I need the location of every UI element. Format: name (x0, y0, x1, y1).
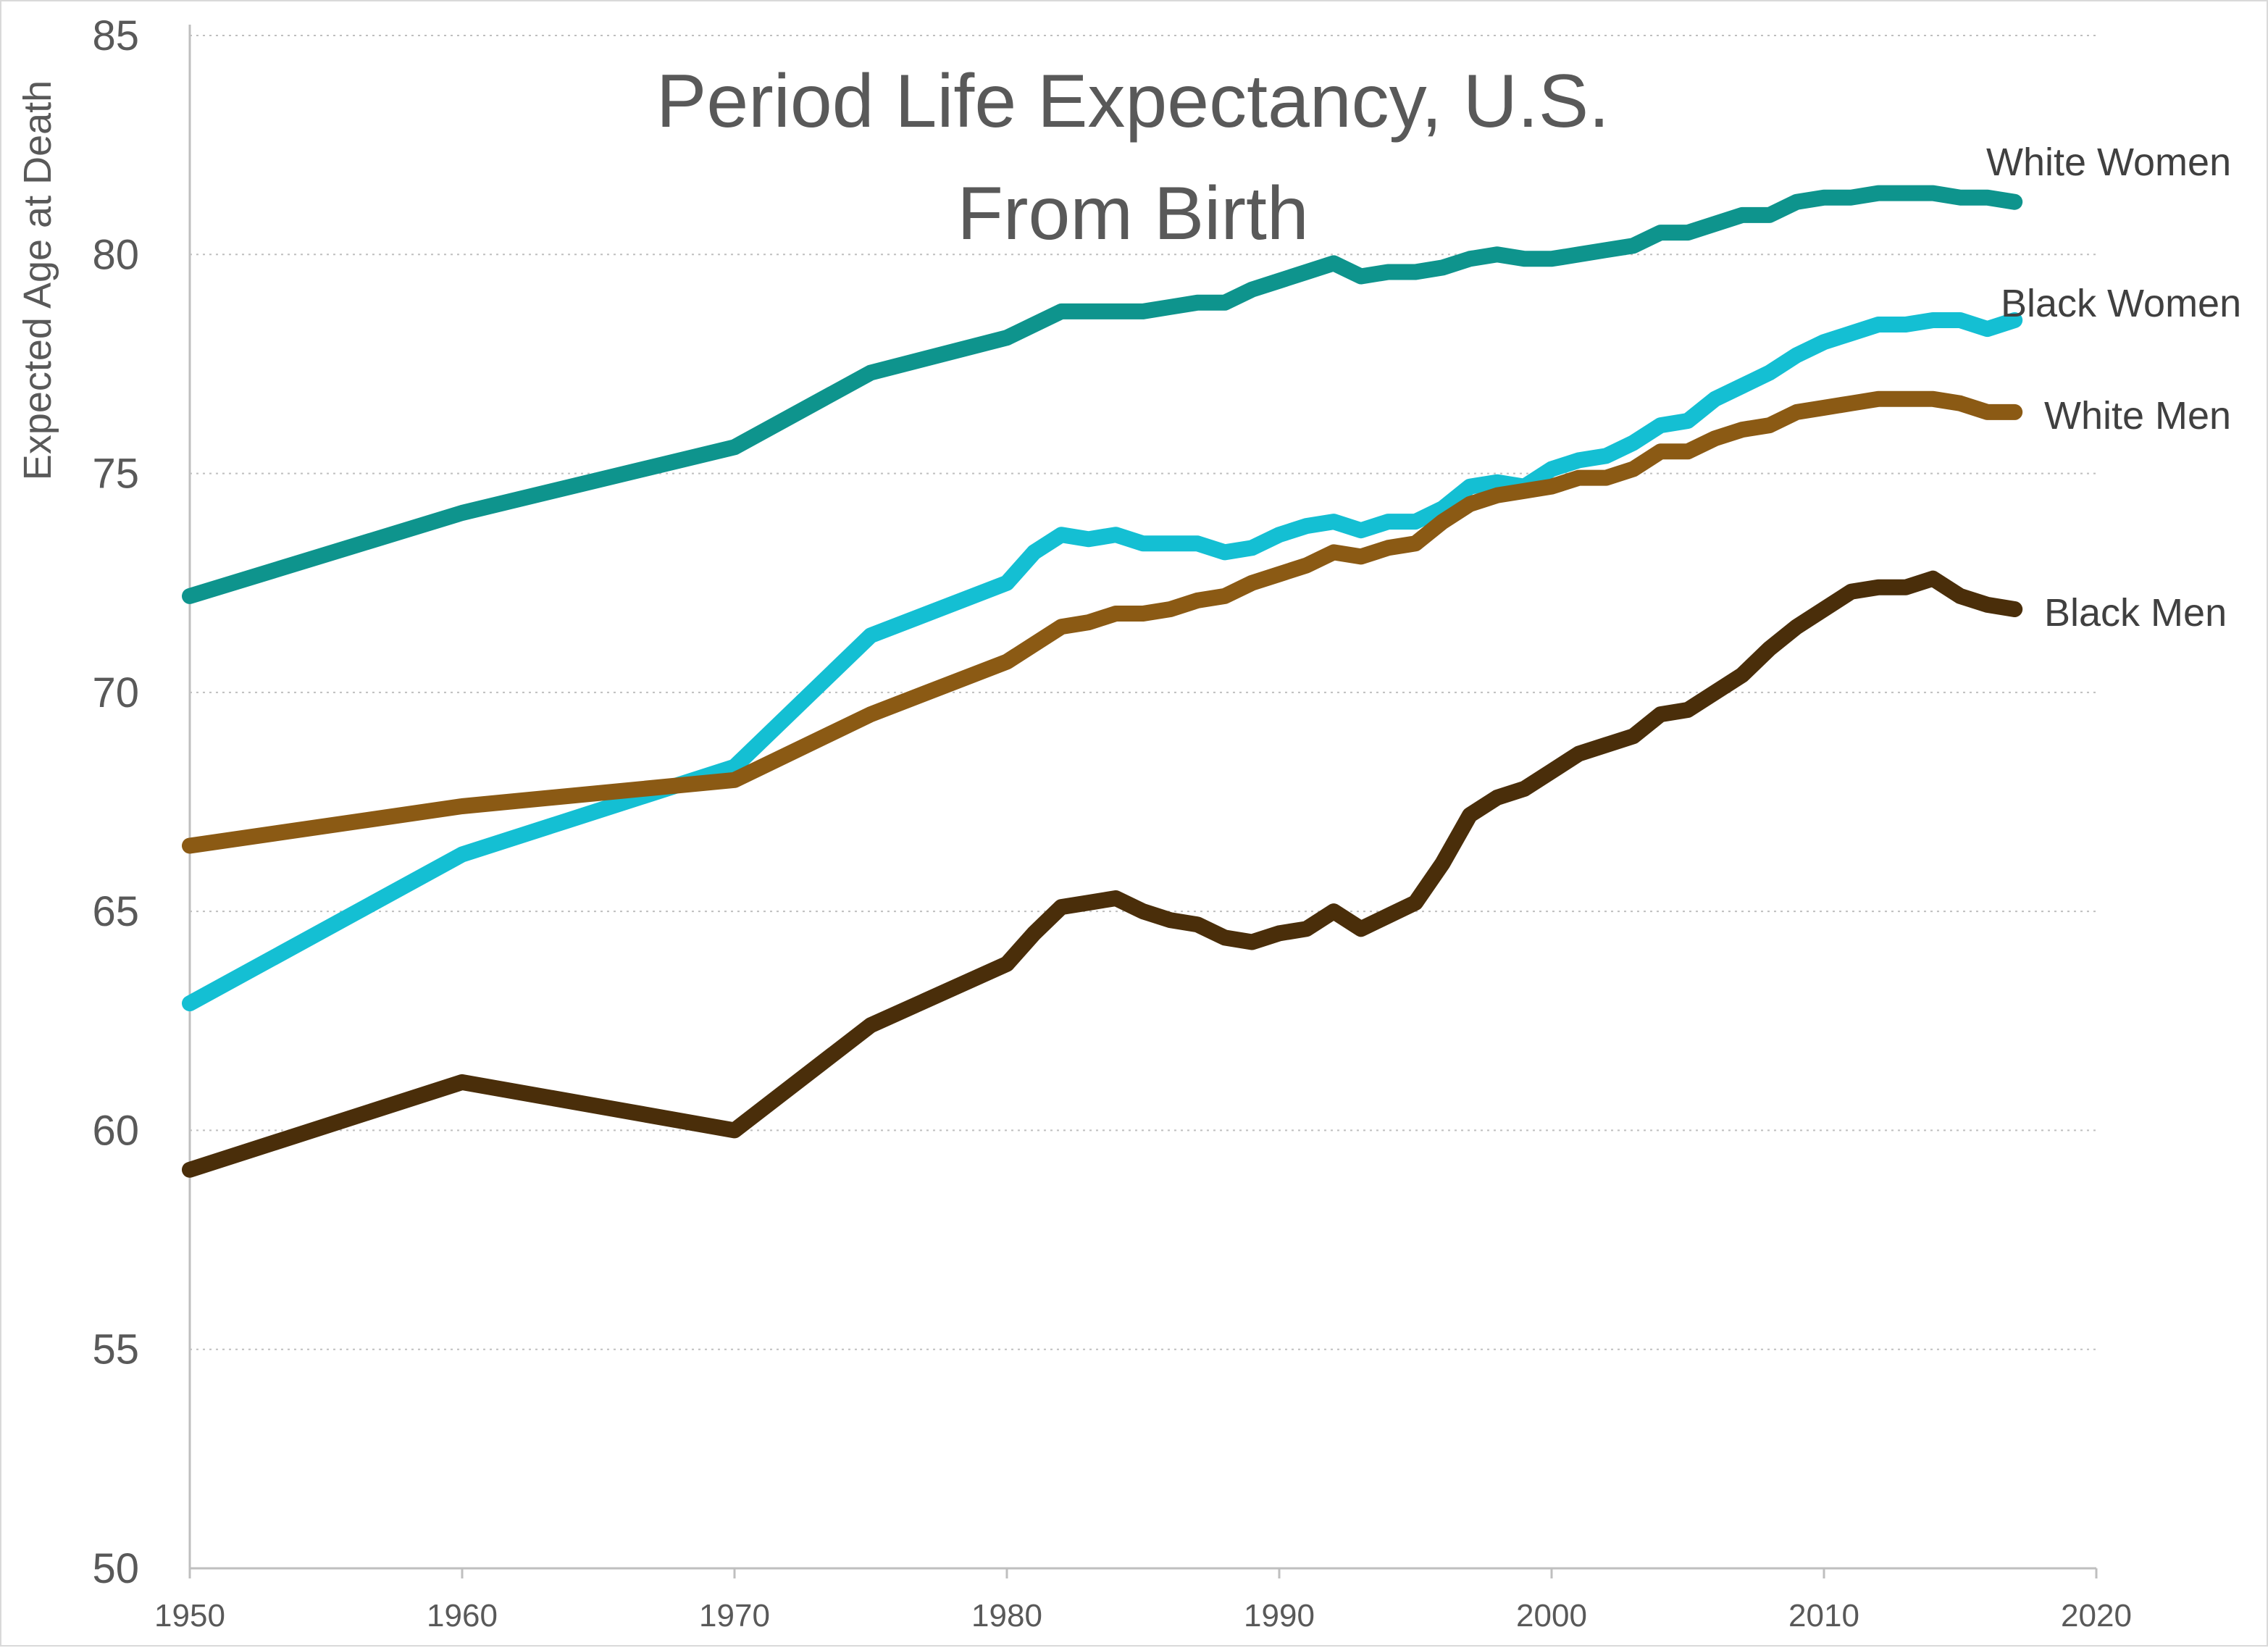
x-tick-label: 2020 (2061, 1598, 2132, 1634)
y-tick-label: 75 (92, 451, 139, 498)
series-line-white-women (182, 185, 2023, 604)
x-tick-label: 1980 (971, 1598, 1042, 1634)
y-tick-label: 80 (92, 231, 139, 278)
series-label-white-women: White Women (1986, 141, 2231, 184)
y-tick-label: 55 (92, 1326, 139, 1373)
x-tick-label: 2010 (1788, 1598, 1859, 1634)
y-tick-label: 50 (92, 1545, 139, 1592)
tick-labels: 50 55 60 65 70 75 80 85 1950 1960 1970 1980 1990 2000… (92, 12, 2131, 1634)
axes (188, 25, 2098, 1578)
chart-title-line-1: Period Life Expectancy, U.S. (656, 59, 1610, 143)
y-tick-label: 60 (92, 1107, 139, 1154)
series-line-black-women (182, 312, 2023, 1012)
chart-title-line-2: From Birth (957, 172, 1308, 256)
series-label-black-men: Black Men (2044, 591, 2227, 635)
series-lines (182, 185, 2023, 1178)
series-label-black-women: Black Women (2001, 282, 2241, 325)
y-tick-label: 70 (92, 669, 139, 716)
x-tick-label: 2000 (1516, 1598, 1587, 1634)
x-tick-label: 1960 (427, 1598, 498, 1634)
x-tick-label: 1970 (699, 1598, 770, 1634)
y-tick-label: 85 (92, 12, 139, 59)
series-line-black-men (182, 570, 2023, 1178)
series-label-white-men: White Men (2044, 394, 2231, 438)
series-labels: White Women Black Women White Men Black Men (1986, 141, 2241, 635)
y-axis-label: Expected Age at Death (16, 80, 59, 480)
series-line-white-men (182, 390, 2023, 854)
x-tick-label: 1950 (154, 1598, 225, 1634)
y-tick-label: 65 (92, 888, 139, 935)
x-tick-label: 1990 (1244, 1598, 1315, 1634)
